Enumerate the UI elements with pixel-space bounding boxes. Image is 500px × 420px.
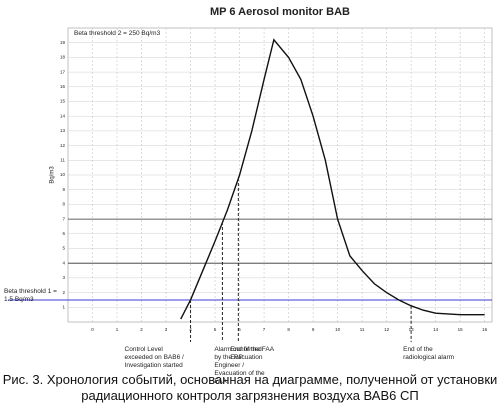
y-tick-label: 1 bbox=[62, 304, 65, 309]
y-tick-label: 2 bbox=[62, 290, 65, 295]
y-tick-label: 5 bbox=[62, 246, 65, 251]
x-tick-label: 15 bbox=[458, 327, 464, 332]
x-tick-label: 3 bbox=[165, 327, 168, 332]
y-tick-label: 18 bbox=[60, 55, 66, 60]
x-tick-label: 9 bbox=[312, 327, 315, 332]
x-tick-label: 16 bbox=[482, 327, 488, 332]
y-tick-label: 6 bbox=[62, 231, 65, 236]
y-tick-label: 4 bbox=[62, 260, 65, 265]
y-tick-label: 9 bbox=[62, 187, 65, 192]
y-tick-label: 13 bbox=[60, 128, 66, 133]
y-tick-label: 19 bbox=[60, 40, 66, 45]
x-tick-label: 2 bbox=[140, 327, 143, 332]
threshold-label: Beta threshold 1 = 1.5 Bq/m3 bbox=[4, 287, 57, 303]
y-tick-label: 14 bbox=[60, 113, 66, 118]
y-tick-label: 11 bbox=[60, 157, 65, 162]
event-label: Alarm confirmed by the RP Engineer / Eva… bbox=[214, 346, 265, 385]
event-label: End of the FAA Evacuation bbox=[230, 346, 274, 361]
y-tick-label: 8 bbox=[62, 202, 65, 207]
y-tick-label: 7 bbox=[62, 216, 65, 221]
x-tick-label: 4 bbox=[189, 327, 192, 332]
x-tick-label: 6 bbox=[238, 327, 241, 332]
top-note: Beta threshold 2 = 250 Bq/m3 bbox=[74, 30, 161, 37]
x-tick-label: 1 bbox=[116, 327, 119, 332]
event-label: End of the radiological alarm bbox=[403, 346, 455, 361]
y-tick-label: 16 bbox=[60, 84, 66, 89]
y-tick-label: 12 bbox=[60, 143, 66, 148]
x-tick-label: 7 bbox=[263, 327, 266, 332]
y-tick-label: 3 bbox=[62, 275, 65, 280]
caption: Рис. 3. Хронология событий, основанная н… bbox=[2, 372, 498, 403]
y-axis-label: Bq/m3 bbox=[50, 166, 56, 184]
x-tick-label: 5 bbox=[214, 327, 217, 332]
x-tick-label: 10 bbox=[335, 327, 341, 332]
x-tick-label: 8 bbox=[287, 327, 290, 332]
y-tick-label: 15 bbox=[60, 99, 66, 104]
chart: MP 6 Aerosol monitor BAB Bq/m3 123456789… bbox=[8, 6, 493, 342]
y-tick-label: 10 bbox=[60, 172, 66, 177]
x-tick-label: 14 bbox=[433, 327, 439, 332]
x-tick-label: 0 bbox=[91, 327, 94, 332]
y-tick-label: 17 bbox=[60, 69, 66, 74]
x-tick-label: 11 bbox=[360, 327, 365, 332]
x-tick-label: 13 bbox=[409, 327, 415, 332]
event-label: Control Level exceeded on BAB6 / Investi… bbox=[124, 346, 184, 369]
x-tick-label: 12 bbox=[384, 327, 390, 332]
data-line bbox=[180, 38, 485, 320]
chart-title: MP 6 Aerosol monitor BAB bbox=[210, 6, 350, 18]
